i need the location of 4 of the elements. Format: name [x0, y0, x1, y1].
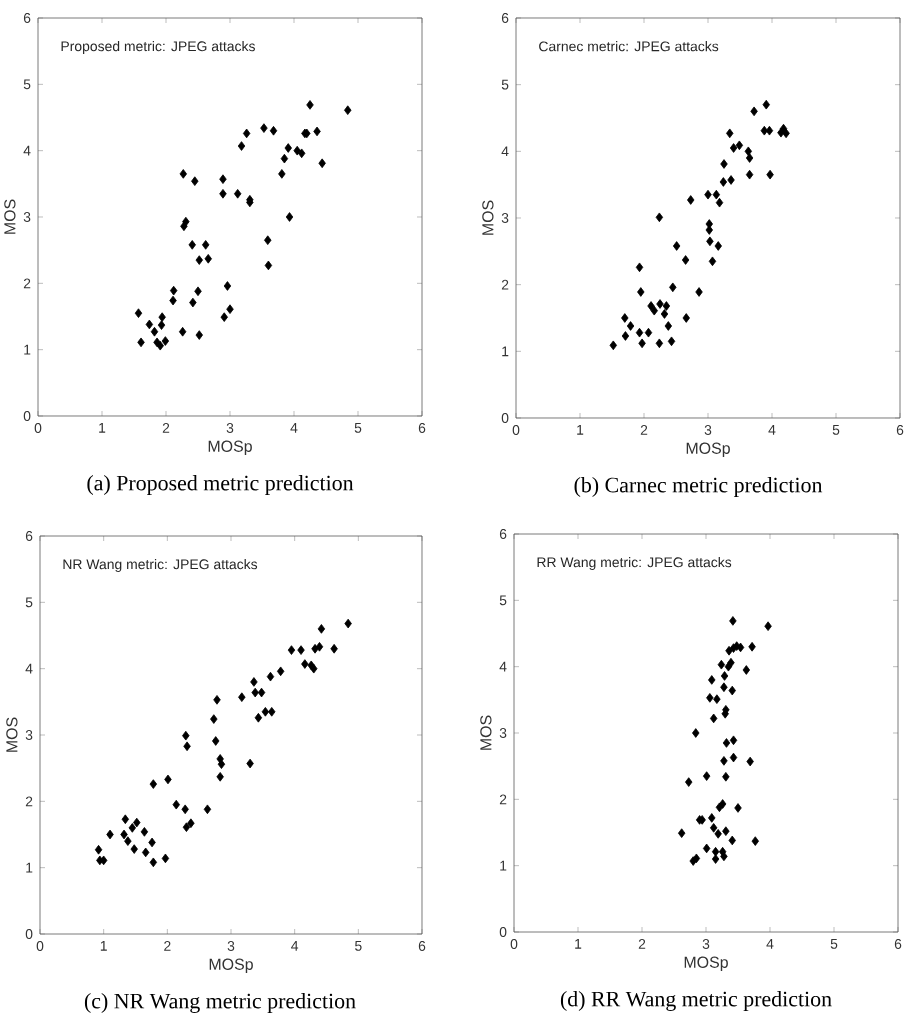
- text: (a) Proposed metric prediction: [87, 475, 354, 495]
- text: (c) NR Wang metric prediction: [84, 993, 356, 1013]
- text: (b) Carnec metric prediction: [574, 477, 823, 497]
- text: (d) RR Wang metric prediction: [560, 991, 832, 1011]
